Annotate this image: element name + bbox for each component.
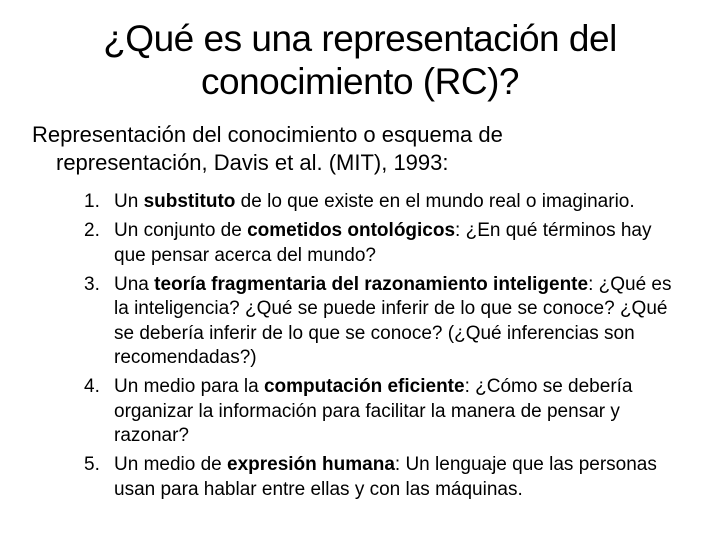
list-item: 1. Un substituto de lo que existe en el …: [84, 190, 672, 214]
item-text: Un medio de expresión humana: Un lenguaj…: [114, 453, 672, 502]
definition-list: 1. Un substituto de lo que existe en el …: [28, 190, 692, 502]
subtitle-line1: Representación del conocimiento o esquem…: [32, 122, 503, 147]
list-item: 3. Una teoría fragmentaria del razonamie…: [84, 273, 672, 370]
item-text: Un substituto de lo que existe en el mun…: [114, 190, 672, 214]
item-text: Un conjunto de cometidos ontológicos: ¿E…: [114, 219, 672, 268]
item-number: 2.: [84, 219, 114, 268]
slide-subtitle: Representación del conocimiento o esquem…: [28, 121, 692, 176]
item-text: Una teoría fragmentaria del razonamiento…: [114, 273, 672, 370]
list-item: 5. Un medio de expresión humana: Un leng…: [84, 453, 672, 502]
slide-title: ¿Qué es una representación del conocimie…: [28, 18, 692, 103]
subtitle-line2: representación, Davis et al. (MIT), 1993…: [32, 149, 688, 177]
list-item: 2. Un conjunto de cometidos ontológicos:…: [84, 219, 672, 268]
item-number: 3.: [84, 273, 114, 370]
item-number: 5.: [84, 453, 114, 502]
item-number: 1.: [84, 190, 114, 214]
list-item: 4. Un medio para la computación eficient…: [84, 375, 672, 448]
item-number: 4.: [84, 375, 114, 448]
item-text: Un medio para la computación eficiente: …: [114, 375, 672, 448]
